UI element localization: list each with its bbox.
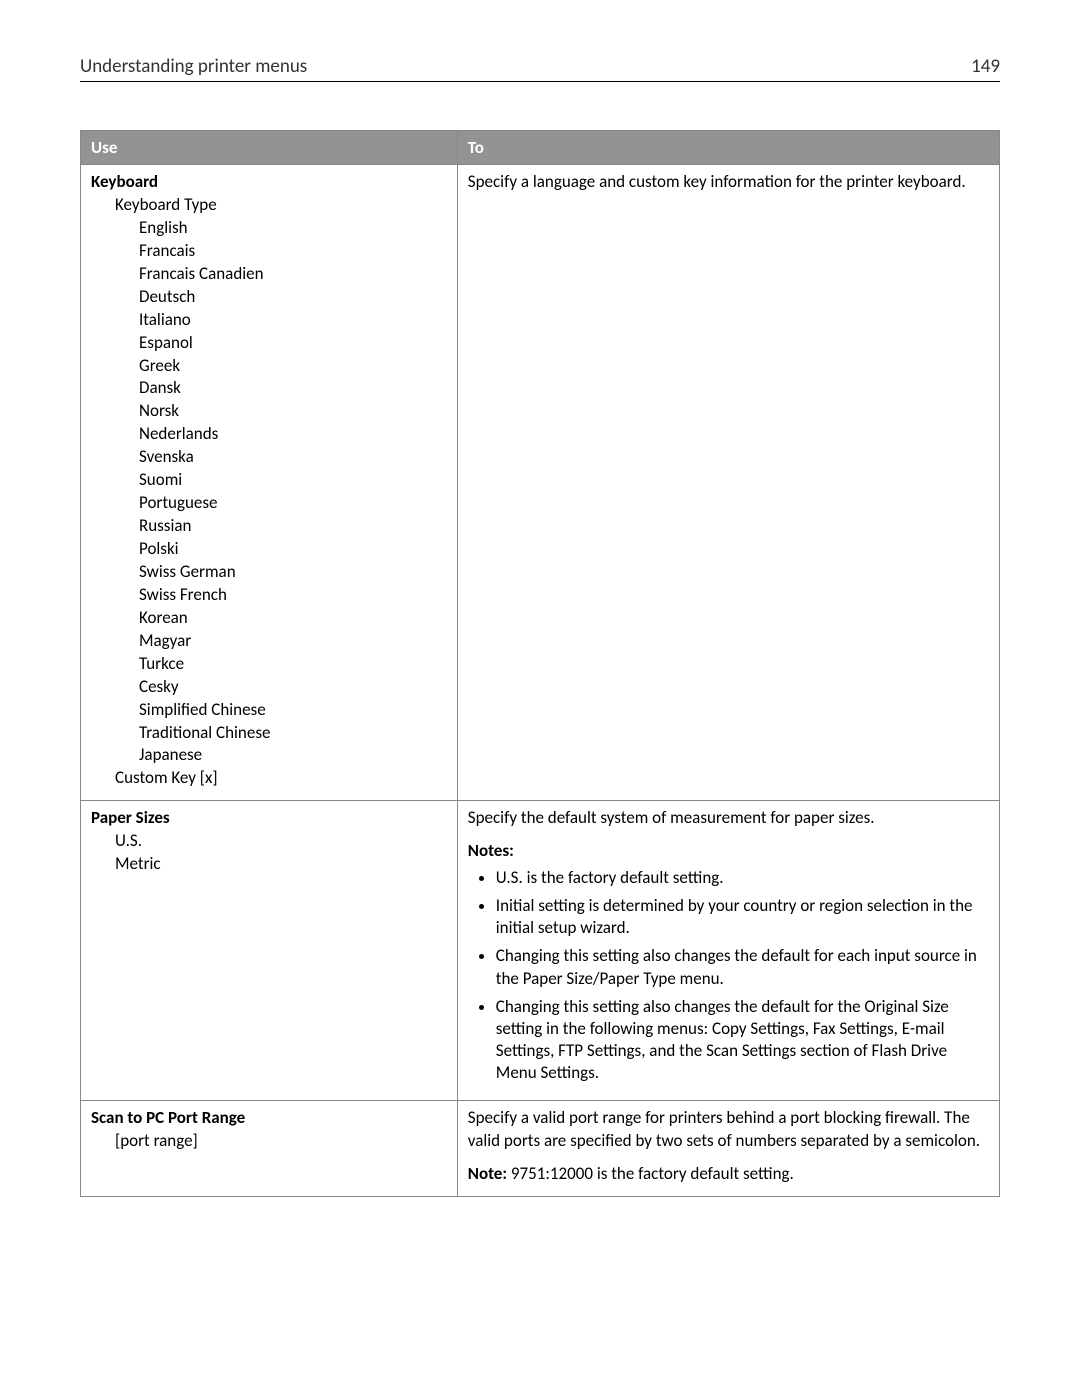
page: Understanding printer menus 149 Use To K… xyxy=(0,0,1080,1257)
page-number: 149 xyxy=(971,55,1000,78)
keyboard-description: Specify a language and custom key inform… xyxy=(468,171,989,194)
lang-item: English xyxy=(91,217,447,240)
lang-item: Japanese xyxy=(91,744,447,767)
note-label: Note: xyxy=(468,1163,507,1184)
table-header-row: Use To xyxy=(81,131,1000,165)
to-cell-keyboard: Specify a language and custom key inform… xyxy=(457,165,999,801)
lang-item: Greek xyxy=(91,355,447,378)
scan-port-title: Scan to PC Port Range xyxy=(91,1107,447,1130)
notes-label: Notes: xyxy=(468,840,989,863)
scan-port-description: Specify a valid port range for printers … xyxy=(468,1107,989,1153)
lang-item: Simplified Chinese xyxy=(91,699,447,722)
note-item: Changing this setting also changes the d… xyxy=(496,996,989,1084)
notes-list: U.S. is the factory default setting. Ini… xyxy=(468,867,989,1084)
table-row: Scan to PC Port Range [port range] Speci… xyxy=(81,1101,1000,1197)
table-row: Paper Sizes U.S. Metric Specify the defa… xyxy=(81,801,1000,1101)
scan-port-option: [port range] xyxy=(91,1130,447,1153)
lang-item: Espanol xyxy=(91,332,447,355)
lang-item: Suomi xyxy=(91,469,447,492)
lang-item: Swiss German xyxy=(91,561,447,584)
lang-item: Portuguese xyxy=(91,492,447,515)
lang-item: Italiano xyxy=(91,309,447,332)
col-header-use: Use xyxy=(81,131,458,165)
keyboard-type-label: Keyboard Type xyxy=(91,194,447,217)
lang-item: Traditional Chinese xyxy=(91,722,447,745)
lang-item: Korean xyxy=(91,607,447,630)
menu-table: Use To Keyboard Keyboard Type English Fr… xyxy=(80,130,1000,1197)
col-header-to: To xyxy=(457,131,999,165)
page-title: Understanding printer menus xyxy=(80,55,307,78)
lang-item: Svenska xyxy=(91,446,447,469)
note-item: Changing this setting also changes the d… xyxy=(496,945,989,989)
lang-item: Francais Canadien xyxy=(91,263,447,286)
lang-item: Deutsch xyxy=(91,286,447,309)
lang-item: Polski xyxy=(91,538,447,561)
lang-item: Nederlands xyxy=(91,423,447,446)
to-cell-paper-sizes: Specify the default system of measuremen… xyxy=(457,801,999,1101)
use-cell-paper-sizes: Paper Sizes U.S. Metric xyxy=(81,801,458,1101)
lang-item: Russian xyxy=(91,515,447,538)
page-header: Understanding printer menus 149 xyxy=(80,55,1000,82)
scan-port-note: Note: 9751:12000 is the factory default … xyxy=(468,1163,989,1186)
to-cell-scan-port: Specify a valid port range for printers … xyxy=(457,1101,999,1197)
note-item: Initial setting is determined by your co… xyxy=(496,895,989,939)
keyboard-title: Keyboard xyxy=(91,171,447,194)
paper-sizes-description: Specify the default system of measuremen… xyxy=(468,807,989,830)
note-text: 9751:12000 is the factory default settin… xyxy=(511,1163,794,1184)
lang-item: Swiss French xyxy=(91,584,447,607)
note-item: U.S. is the factory default setting. xyxy=(496,867,989,889)
paper-size-option: Metric xyxy=(91,853,447,876)
use-cell-scan-port: Scan to PC Port Range [port range] xyxy=(81,1101,458,1197)
use-cell-keyboard: Keyboard Keyboard Type English Francais … xyxy=(81,165,458,801)
lang-item: Norsk xyxy=(91,400,447,423)
lang-item: Magyar xyxy=(91,630,447,653)
lang-item: Cesky xyxy=(91,676,447,699)
custom-key-label: Custom Key [x] xyxy=(91,767,447,790)
lang-item: Dansk xyxy=(91,377,447,400)
table-row: Keyboard Keyboard Type English Francais … xyxy=(81,165,1000,801)
lang-item: Turkce xyxy=(91,653,447,676)
paper-sizes-title: Paper Sizes xyxy=(91,807,447,830)
paper-size-option: U.S. xyxy=(91,830,447,853)
lang-item: Francais xyxy=(91,240,447,263)
